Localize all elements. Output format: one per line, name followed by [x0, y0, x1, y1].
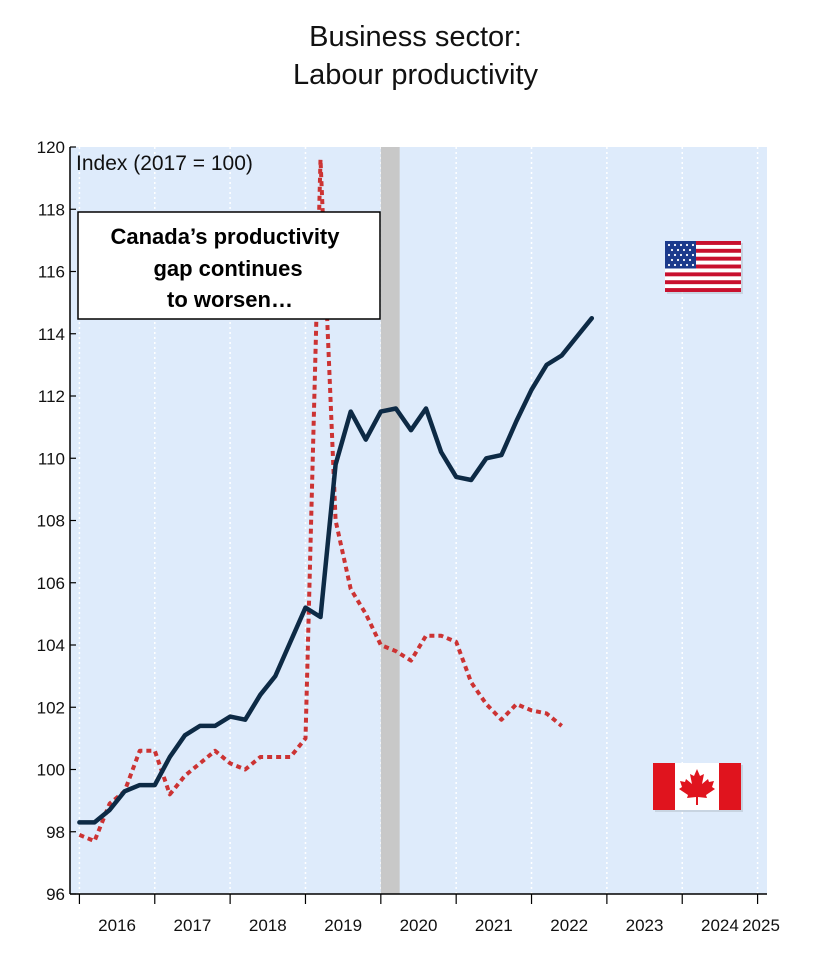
y-tick-label: 98 [46, 823, 65, 842]
x-tick-label: 2020 [400, 916, 438, 935]
y-tick-label: 96 [46, 885, 65, 904]
x-tick-label: 2021 [475, 916, 513, 935]
unit-label: Index (2017 = 100) [76, 152, 253, 175]
x-tick-label: 2016 [98, 916, 136, 935]
chart-title-line-1: Business sector: [309, 21, 522, 53]
x-tick-label: 2022 [550, 916, 588, 935]
annotation-box: Canada’s productivity gap continues to w… [77, 211, 381, 320]
y-tick-label: 104 [37, 636, 65, 655]
annotation-line-3: to worsen… [167, 287, 293, 312]
y-tick-label: 110 [38, 449, 65, 468]
x-tick-label: 2017 [174, 916, 212, 935]
y-tick-label: 114 [38, 325, 65, 344]
x-tick-label: 2018 [249, 916, 287, 935]
y-tick-label: 106 [37, 574, 65, 593]
annotation-frame [77, 211, 381, 320]
recession-shading [380, 147, 400, 894]
x-tick-label: 2024 [701, 916, 739, 935]
x-tick-label: 2023 [626, 916, 664, 935]
chart-title: Business sector: Labour productivity [0, 18, 831, 94]
y-axis-ticks: 96 98 100 102 104 106 108 110 112 114 116 118 120 [37, 138, 76, 904]
us-flag-icon [665, 241, 743, 294]
y-tick-label: 100 [37, 761, 65, 780]
canada-flag-icon [653, 763, 743, 812]
annotation-line-1: Canada’s productivity [110, 224, 340, 249]
y-tick-label: 120 [37, 138, 65, 157]
x-tick-label: 2019 [324, 916, 362, 935]
x-axis-ticks: 2016 2017 2018 2019 2020 2021 2022 2023 2024 2025 [78, 894, 780, 935]
y-tick-label: 102 [37, 698, 65, 717]
annotation-line-2: gap continues [153, 256, 302, 281]
series-layer [77, 157, 595, 844]
y-tick-label: 112 [38, 387, 65, 406]
chart-title-line-2: Labour productivity [292, 59, 539, 91]
y-tick-label: 116 [38, 263, 65, 282]
series-line-united-states [77, 315, 595, 825]
y-tick-label: 108 [37, 512, 65, 531]
x-tick-label: 2025 [742, 916, 780, 935]
y-tick-label: 118 [38, 200, 65, 219]
